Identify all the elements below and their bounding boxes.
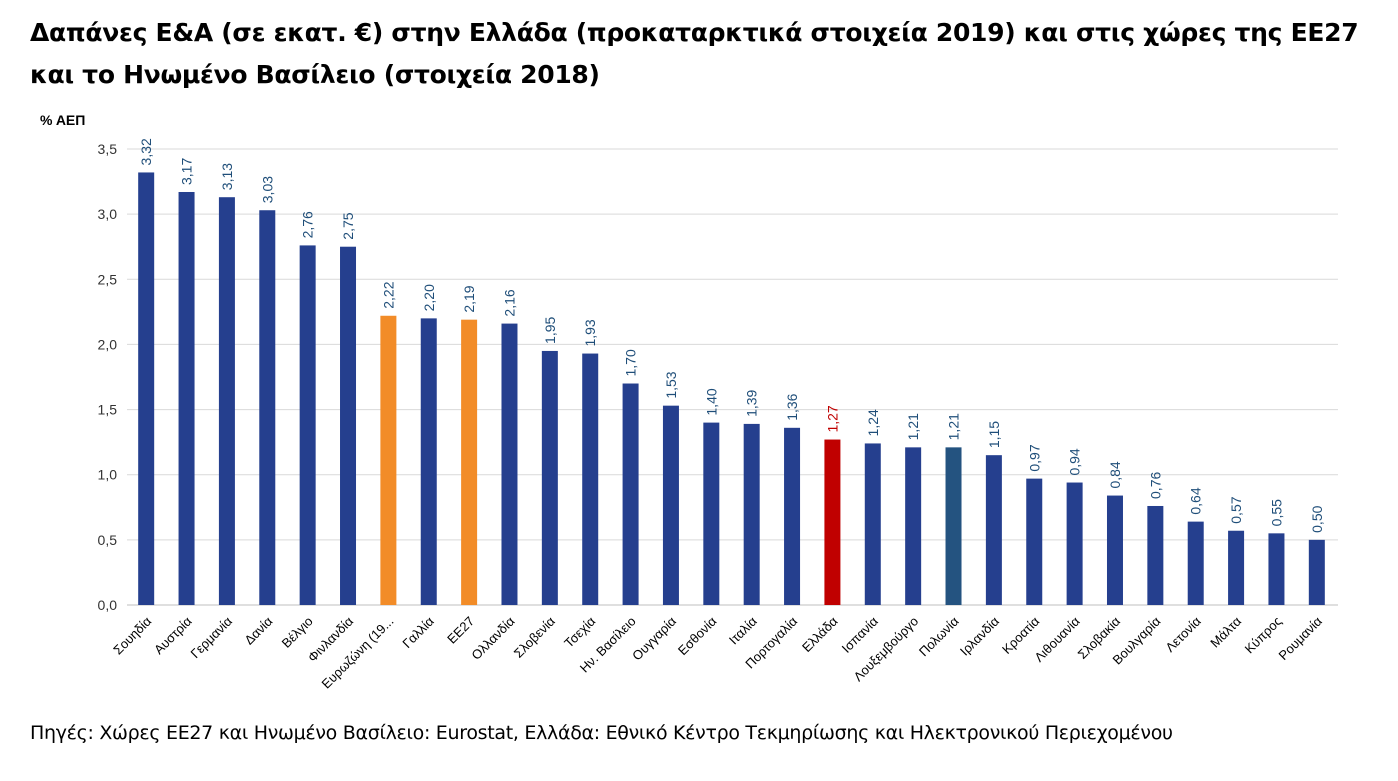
x-tick-label: Ουγγαρία [629,613,679,663]
data-label: 1,15 [986,421,1002,448]
data-label: 0,97 [1026,444,1042,471]
y-tick-label: 3,5 [98,141,118,157]
bar [743,423,760,605]
data-label: 1,70 [623,349,639,376]
y-tick-label: 2,5 [98,271,118,287]
data-label: 1,40 [703,388,719,415]
bar [784,427,801,605]
y-axis-label: % ΑΕΠ [40,112,86,128]
bar [138,172,155,606]
data-label: 0,55 [1268,499,1284,526]
bar [299,245,316,605]
y-tick-label: 1,0 [98,467,118,483]
data-label: 1,24 [865,409,881,436]
bar [662,405,679,605]
data-label: 2,16 [501,289,517,316]
x-tick-label: ΕΕ27 [444,614,477,647]
data-label: 1,39 [744,389,760,416]
data-label: 0,64 [1188,487,1204,514]
data-label: 1,21 [905,413,921,440]
x-tick-label: Λιθουανία [1031,613,1083,665]
bar [703,422,720,605]
bar [178,191,195,605]
x-tick-label: Σλοβενία [511,613,559,661]
x-tick-label: Μάλτα [1207,613,1244,650]
bar [622,383,639,605]
bar [420,318,437,605]
data-label: 1,21 [946,413,962,440]
data-label: 0,84 [1107,461,1123,488]
data-label: 1,93 [582,319,598,346]
bar [1228,530,1245,605]
data-label: 2,22 [380,281,396,308]
bar [1106,495,1123,605]
data-label: 1,27 [824,405,840,432]
x-tick-label: Ελλάδα [799,613,841,655]
source-note: Πηγές: Χώρες ΕΕ27 και Ηνωμένο Βασίλειο: … [30,722,1173,744]
y-tick-label: 1,5 [98,402,118,418]
bar [541,350,558,605]
x-tick-label: Εσθονία [675,613,720,658]
data-label: 0,57 [1228,496,1244,523]
bar [582,353,599,605]
x-tick-label: Γαλλία [399,613,437,651]
chart-title-line-2: και το Ηνωμένο Βασίλειο (στοιχεία 2018) [30,60,600,89]
bar [461,319,478,605]
bar [985,455,1002,605]
x-tick-label: Τσεχία [561,613,599,651]
bar [340,246,357,605]
bar [259,210,276,605]
data-label: 1,95 [542,316,558,343]
data-label: 0,94 [1067,448,1083,475]
data-label: 3,13 [219,163,235,190]
data-label: 2,19 [461,285,477,312]
x-tick-label: Δανία [241,613,275,647]
bar [864,443,881,605]
data-label: 0,50 [1309,505,1325,532]
data-label: 1,36 [784,393,800,420]
bar [824,439,841,605]
data-label: 0,76 [1147,472,1163,499]
x-tick-label: Βέλγιο [279,614,316,651]
y-tick-label: 3,0 [98,206,118,222]
chart-title-line-1: Δαπάνες Ε&Α (σε εκατ. €) στην Ελλάδα (πρ… [30,18,1359,47]
x-tick-label: Γερμανία [187,613,235,661]
data-label: 3,17 [179,158,195,185]
x-tick-label: Σουηδία [110,613,154,657]
bar [218,197,235,605]
y-tick-label: 0,5 [98,532,118,548]
bar [1147,505,1164,605]
data-label: 2,76 [300,211,316,238]
x-tick-label: Ρουμανία [1275,613,1325,663]
x-tick-label: Ολλανδία [468,613,518,663]
bar [1026,478,1043,605]
chart-title: Δαπάνες Ε&Α (σε εκατ. €) στην Ελλάδα (πρ… [30,12,1359,96]
bar [1268,533,1285,605]
data-label: 3,03 [259,176,275,203]
data-label: 3,32 [138,138,154,165]
data-label: 2,75 [340,212,356,239]
y-tick-label: 0,0 [98,597,118,613]
bar [905,447,922,605]
data-label: 1,53 [663,371,679,398]
data-label: 2,20 [421,284,437,311]
x-tick-label: Ευρωζώνη (19... [319,614,397,692]
bar [380,315,397,605]
y-tick-label: 2,0 [98,336,118,352]
x-tick-label: Λετονία [1162,613,1204,655]
x-tick-label: Πολωνία [916,613,962,659]
bar [1187,521,1204,605]
bar [1308,539,1325,605]
bar [945,447,962,605]
x-tick-label: Ιταλία [726,613,760,647]
bar [501,323,518,605]
x-tick-label: Ιρλανδία [957,613,1002,658]
bar [1066,482,1083,605]
